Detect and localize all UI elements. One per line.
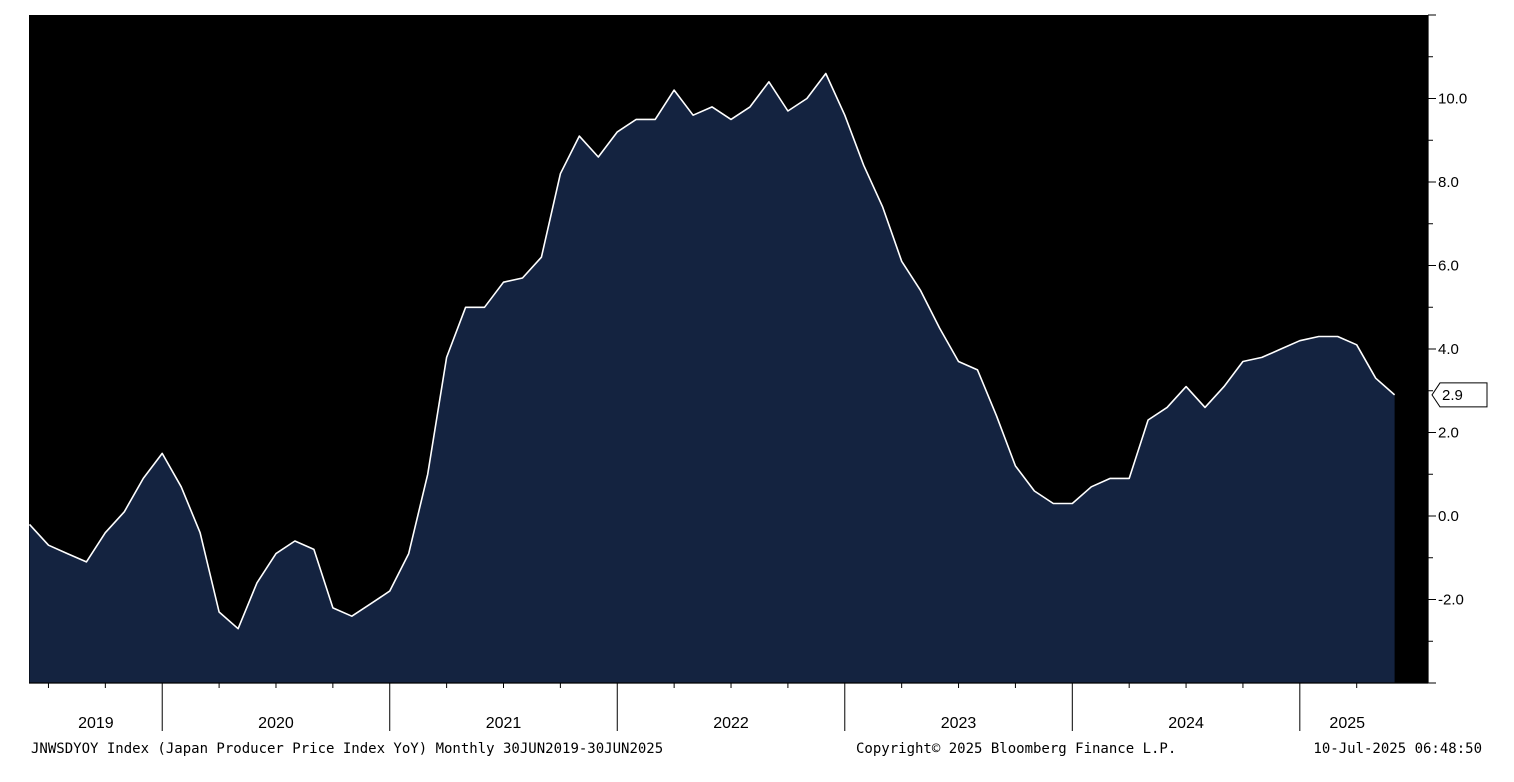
x-tick-label: 2021 <box>486 715 522 732</box>
y-tick-label: -2.0 <box>1438 592 1464 609</box>
last-value-box <box>1431 382 1488 408</box>
footer: JNWSDYOY Index (Japan Producer Price Ind… <box>31 741 1482 757</box>
y-tick-label: 10.0 <box>1438 91 1467 108</box>
x-tick-label: 2025 <box>1329 715 1365 732</box>
y-tick-label: 4.0 <box>1438 341 1459 358</box>
last-value-marker: 2.9 <box>1431 382 1488 408</box>
x-tick-label: 2022 <box>713 715 749 732</box>
x-tick-label: 2019 <box>78 715 114 732</box>
x-tick-label: 2024 <box>1168 715 1204 732</box>
x-tick-label: 2020 <box>258 715 294 732</box>
series-area <box>29 73 1395 683</box>
y-tick-label: 2.0 <box>1438 425 1459 442</box>
y-tick-label: 6.0 <box>1438 258 1459 275</box>
timestamp: 10-Jul-2025 06:48:50 <box>1313 741 1482 757</box>
x-axis: 2019 2020 2021 2022 2023 2024 2025 <box>29 682 1428 732</box>
series-line <box>28 72 1396 630</box>
y-tick-label: 8.0 <box>1438 174 1459 191</box>
chart-description: JNWSDYOY Index (Japan Producer Price Ind… <box>31 741 663 757</box>
y-axis: 10.0 8.0 6.0 4.0 2.0 0.0 -2.0 <box>1427 14 1467 684</box>
copyright: Copyright© 2025 Bloomberg Finance L.P. <box>856 741 1176 757</box>
last-value-label: 2.9 <box>1442 387 1463 404</box>
x-tick-label: 2023 <box>941 715 977 732</box>
y-tick-label: 0.0 <box>1438 508 1459 525</box>
